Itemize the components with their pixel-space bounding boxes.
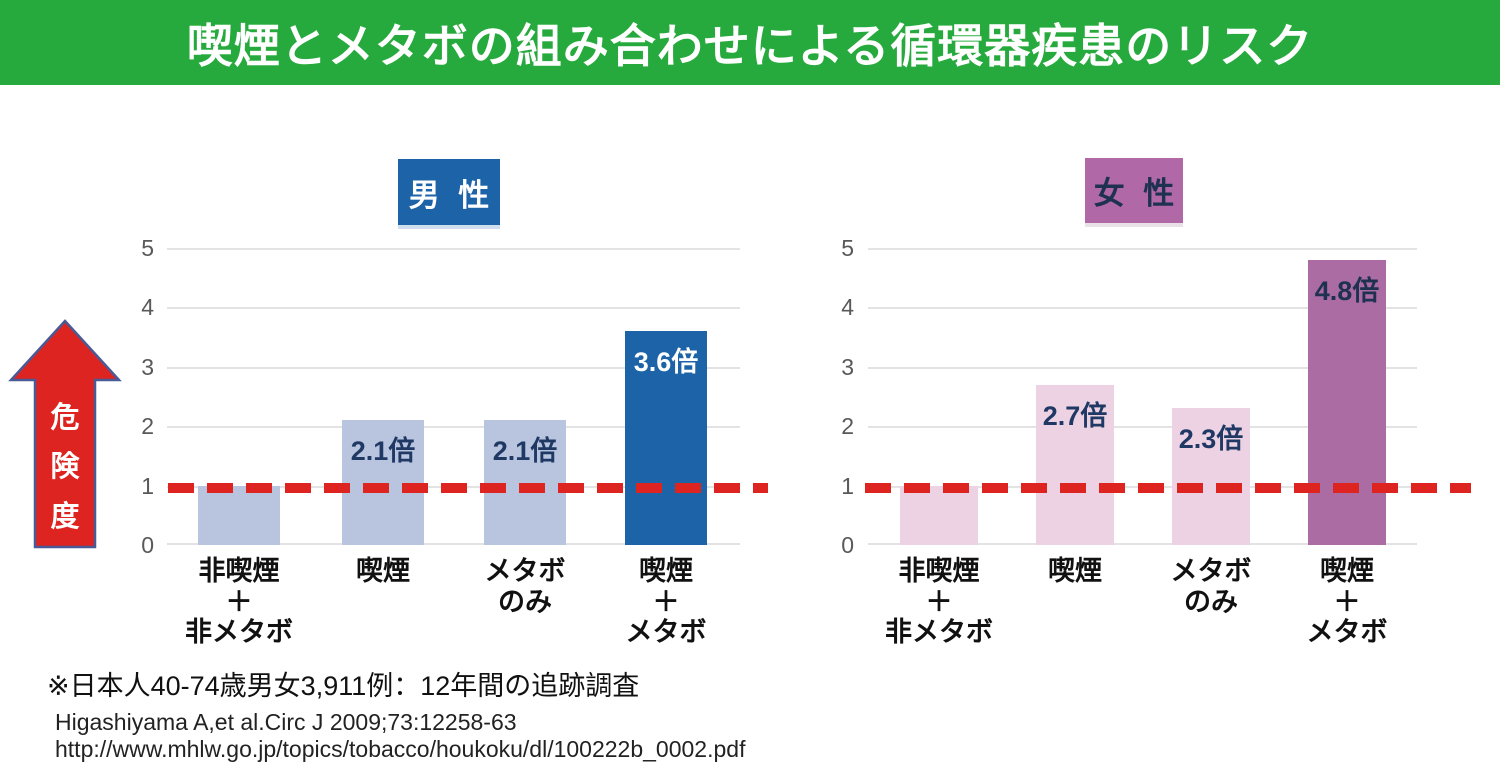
y-tick-label: 0 xyxy=(841,532,854,558)
bar-male-smoker-metabo: 3.6倍 xyxy=(625,331,707,545)
y-tick-label: 2 xyxy=(841,413,854,440)
risk-axis-label: 危 険 度 xyxy=(35,386,95,542)
y-tick-label: 3 xyxy=(841,353,854,380)
y-tick-label: 1 xyxy=(841,472,854,499)
bar-male-nonsmoker-nonmetabo xyxy=(198,485,280,545)
risk-label-char: 度 xyxy=(50,500,80,533)
citation-text: Higashiyama A,et al.Circ J 2009;73:12258… xyxy=(55,709,517,735)
male-chart-title: 男 性 xyxy=(398,159,500,225)
bar-value-label: 2.1倍 xyxy=(492,436,558,467)
arrow-up-shape xyxy=(8,319,122,549)
gridline xyxy=(167,248,740,250)
male-category-label: メタボ のみ xyxy=(484,556,566,617)
gridline xyxy=(868,307,1417,310)
female-y-axis: 5 4 3 2 1 0 xyxy=(818,235,854,558)
male-category-label: 喫煙 xyxy=(356,556,410,586)
gridline xyxy=(868,248,1417,250)
y-tick-label: 4 xyxy=(141,294,154,321)
y-tick-label: 5 xyxy=(141,235,154,261)
y-tick-label: 5 xyxy=(841,235,854,261)
gridline xyxy=(167,543,740,545)
arrow-up-icon xyxy=(8,319,122,549)
risk-label-char: 険 xyxy=(50,451,80,483)
bar-value-label: 4.8倍 xyxy=(1314,275,1380,306)
female-chart-title: 女 性 xyxy=(1085,158,1183,223)
gridline xyxy=(167,426,740,429)
female-category-label: メタボ のみ xyxy=(1170,556,1252,617)
title-banner: 喫煙とメタボの組み合わせによる循環器疾患のリスク xyxy=(0,0,1500,85)
y-tick-label: 0 xyxy=(141,532,154,558)
risk-axis-arrow: 危 険 度 xyxy=(8,318,122,550)
gridline xyxy=(868,426,1417,429)
female-category-label: 非喫煙＋非メタボ xyxy=(885,556,993,647)
bar-female-metabo-only: 2.3倍 xyxy=(1172,408,1250,545)
y-tick-label: 1 xyxy=(141,472,154,499)
female-category-label: 喫煙＋メタボ xyxy=(1306,556,1388,647)
male-category-label: 非喫煙＋非メタボ xyxy=(185,556,293,647)
bar-value-label: 2.3倍 xyxy=(1178,424,1244,455)
y-tick-label: 2 xyxy=(141,413,154,440)
bar-male-metabo-only: 2.1倍 xyxy=(484,420,566,545)
bar-female-smoker-metabo: 4.8倍 xyxy=(1308,259,1386,545)
female-category-label: 喫煙 xyxy=(1048,556,1102,586)
gridline xyxy=(868,366,1417,369)
bar-value-label: 2.7倍 xyxy=(1042,400,1108,431)
bar-value-label: 3.6倍 xyxy=(633,347,699,378)
source-url-text: http://www.mhlw.go.jp/topics/tobacco/hou… xyxy=(55,736,746,762)
male-chart-plot: 2.1倍 2.1倍 3.6倍 xyxy=(167,248,740,545)
gridline xyxy=(868,543,1417,545)
gridline xyxy=(167,307,740,310)
y-tick-label: 4 xyxy=(841,294,854,321)
female-chart-plot: 2.7倍 2.3倍 4.8倍 xyxy=(868,248,1417,545)
page-title: 喫煙とメタボの組み合わせによる循環器疾患のリスク xyxy=(186,19,1314,72)
male-category-label: 喫煙＋メタボ xyxy=(625,556,707,647)
bar-value-label: 2.1倍 xyxy=(350,436,416,467)
bar-female-nonsmoker-nonmetabo xyxy=(900,485,978,545)
y-tick-label: 3 xyxy=(141,353,154,380)
male-y-axis: 5 4 3 2 1 0 xyxy=(118,235,154,558)
bar-male-smoker: 2.1倍 xyxy=(342,420,424,545)
gridline xyxy=(167,366,740,369)
male-baseline-risk-line xyxy=(168,483,768,493)
study-note: ※日本人40-74歳男女3,911例：12年間の追跡調査 xyxy=(47,671,640,701)
female-baseline-risk-line xyxy=(865,483,1471,493)
risk-label-char: 危 xyxy=(50,401,80,434)
bar-female-smoker: 2.7倍 xyxy=(1036,384,1114,545)
